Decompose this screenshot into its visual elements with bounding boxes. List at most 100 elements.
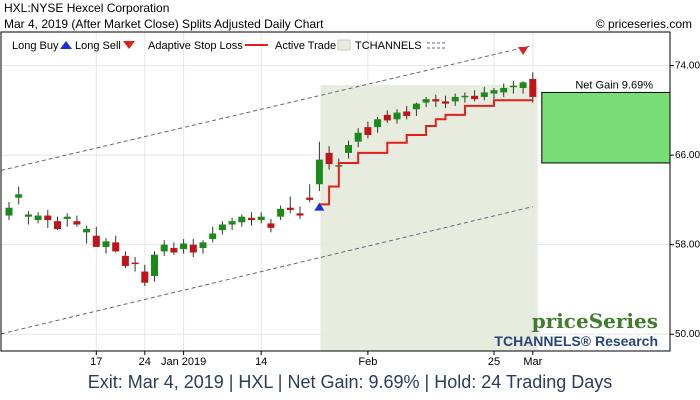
legend-adaptive-stop-label: Adaptive Stop Loss [148, 40, 243, 52]
adaptive-stop-loss-line [319, 99, 533, 206]
candle-body [121, 255, 129, 266]
chart-subtitle: Mar 4, 2019 (After Market Close) Splits … [4, 17, 324, 31]
candle [102, 237, 110, 254]
candle-body [442, 101, 449, 104]
candle [151, 251, 158, 282]
candle [189, 239, 197, 257]
x-tick-label: 14 [255, 356, 267, 368]
brand-watermark: priceSeries [532, 309, 658, 333]
candle [354, 128, 362, 148]
candle-body [141, 271, 149, 283]
candle [228, 217, 236, 231]
candle [412, 102, 420, 116]
candle-body [34, 215, 42, 221]
candle [500, 83, 508, 97]
candle [529, 72, 537, 103]
research-watermark: TCHANNELS® Research [494, 333, 658, 349]
candle [121, 251, 129, 269]
legend: Long Buy Long Sell Adaptive Stop Loss Ac… [12, 39, 447, 52]
candle [325, 146, 333, 170]
y-axis: 50.00 58.00 66.00 74.00 [670, 61, 700, 340]
candle-body [306, 197, 314, 200]
candle-body [170, 248, 178, 253]
chart-title: HXL:NYSE Hexcel Corporation [4, 1, 170, 15]
candle [44, 209, 52, 228]
candle-body [92, 235, 100, 247]
candle [63, 213, 71, 227]
candle [248, 212, 255, 226]
plot-frame [0, 31, 671, 352]
candle [451, 93, 459, 106]
candle [218, 221, 226, 235]
tchannel-upper-line [0, 44, 533, 171]
candle [374, 117, 382, 133]
candle [286, 196, 294, 214]
candle [296, 206, 304, 219]
candle [364, 121, 372, 139]
candle [490, 87, 498, 100]
candle [170, 242, 178, 255]
candle-body [393, 112, 401, 120]
candle-body [296, 213, 304, 216]
candle [238, 214, 246, 227]
candle-body [238, 216, 246, 223]
y-tick-label: 50.00 [675, 329, 700, 340]
candle [509, 81, 517, 94]
candle [480, 86, 488, 101]
candle-body [209, 233, 217, 240]
legend-active-trade-label: Active Trade [275, 40, 336, 52]
candle [5, 202, 13, 221]
candle-body [5, 207, 13, 216]
candle [83, 225, 91, 244]
candle-body [374, 119, 382, 128]
candle [199, 240, 207, 254]
candle-body [286, 207, 294, 210]
y-tick-label: 74.00 [675, 61, 700, 72]
copyright-link[interactable]: © priceseries.com [595, 17, 692, 31]
candle-body [383, 114, 391, 121]
candle [92, 226, 100, 247]
candle-body [63, 216, 71, 219]
candle-body [83, 228, 91, 233]
candle-body [44, 215, 52, 221]
candle [442, 95, 449, 109]
candle [277, 205, 285, 221]
candle-body [490, 90, 498, 94]
y-tick-label: 66.00 [675, 150, 700, 161]
candle [209, 226, 217, 243]
candle-body [325, 152, 333, 165]
candle-body [218, 224, 226, 231]
candle [54, 216, 61, 231]
long-buy-arrow-icon [314, 202, 325, 211]
candle-body [189, 244, 197, 253]
candle-body [24, 214, 32, 217]
candle [180, 239, 188, 254]
candle-body [451, 96, 459, 102]
candle-body [345, 145, 352, 153]
candle-body [422, 99, 430, 103]
legend-active-trade-swatch [337, 39, 351, 51]
x-tick-label: 24 [139, 356, 151, 368]
candle-body [248, 217, 255, 221]
candle-body [500, 87, 508, 93]
candle-body [403, 111, 411, 116]
candle [315, 141, 323, 191]
net-gain-label: Net Gain 9.69% [575, 79, 653, 91]
candle-body [277, 208, 285, 217]
candle [471, 90, 479, 102]
legend-long-buy-icon [60, 41, 72, 49]
candle-body [529, 79, 537, 97]
x-tick-label: Feb [358, 356, 377, 368]
candle-body [112, 242, 120, 252]
long-sell-arrow-icon [518, 47, 529, 56]
candle-body [509, 85, 517, 88]
active-trade-region [320, 85, 538, 351]
candle-body [151, 254, 158, 277]
x-axis: 17 24 Jan 2019 14 Feb 25 Mar [90, 351, 543, 368]
legend-long-buy-label: Long Buy [12, 40, 59, 52]
legend-tchannels-label: TCHANNELS [355, 40, 422, 52]
candle-body [267, 223, 275, 228]
candle [34, 212, 42, 224]
candle-body [131, 262, 139, 265]
